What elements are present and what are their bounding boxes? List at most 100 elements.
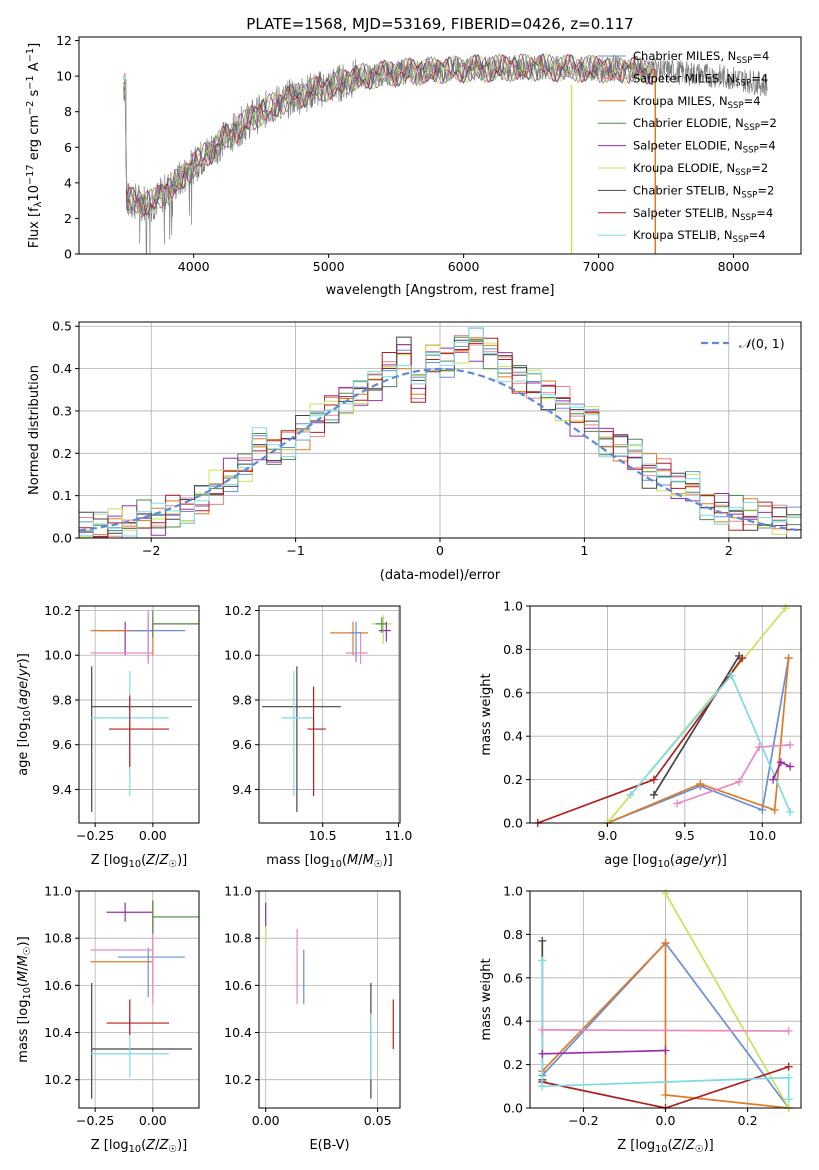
y-tick-label: 10.2 bbox=[224, 603, 252, 618]
errorbar-point-8 bbox=[152, 610, 199, 638]
legend-label-5: Kroupa ELODIE, NSSP=2 bbox=[633, 161, 768, 178]
weight-marker bbox=[738, 654, 747, 663]
errorbar-point-1 bbox=[281, 670, 314, 797]
model-spectrum-7 bbox=[123, 53, 657, 216]
y-tick-label: 0.0 bbox=[52, 531, 72, 546]
model-spectrum-5 bbox=[123, 52, 657, 213]
histogram-x-label: (data-model)/error bbox=[380, 568, 501, 583]
x-tick-label: 8000 bbox=[718, 259, 750, 274]
errorbar-point-2 bbox=[307, 686, 326, 797]
errorbar-point-0 bbox=[91, 982, 193, 1099]
axes-frame bbox=[258, 605, 401, 824]
weight-y-label-2: mass weight bbox=[479, 958, 494, 1040]
y-tick-label: 9.4 bbox=[232, 782, 252, 797]
weight-marker bbox=[770, 805, 779, 814]
histogram-6 bbox=[79, 336, 801, 534]
y-tick-label: 0.3 bbox=[52, 403, 72, 418]
z-axis-label: Z [log10(Z/Z☉)] bbox=[91, 853, 188, 870]
weight-marker bbox=[626, 790, 635, 799]
x-tick-label: 10.5 bbox=[309, 828, 337, 843]
y-tick-label: 10.8 bbox=[224, 931, 252, 946]
axes-frame bbox=[78, 890, 200, 1109]
x-tick-label: 4000 bbox=[178, 259, 210, 274]
x-tick-label: −1 bbox=[286, 543, 304, 558]
weight-marker bbox=[661, 1046, 670, 1055]
errorbar-point-3 bbox=[99, 621, 153, 656]
weight-marker bbox=[538, 1082, 547, 1091]
weight-marker bbox=[538, 956, 547, 965]
y-tick-label: 0.2 bbox=[52, 446, 72, 461]
weight-marker bbox=[661, 889, 670, 898]
panel-6-axes bbox=[75, 890, 200, 1112]
weight-marker bbox=[673, 799, 682, 808]
y-tick-label: 9.8 bbox=[52, 692, 72, 707]
x-tick-label: −0.2 bbox=[568, 1113, 598, 1128]
y-tick-label: 0.1 bbox=[52, 488, 72, 503]
y-tick-label: 0.6 bbox=[503, 970, 523, 985]
weight-marker bbox=[538, 1025, 547, 1034]
weight-line-2 bbox=[664, 892, 790, 1109]
z-axis-label: Z [log10(Z/Z☉)] bbox=[91, 1138, 188, 1155]
errorbar-point-8 bbox=[152, 900, 199, 934]
y-tick-label: 10 bbox=[56, 69, 72, 84]
model-spectrum-6 bbox=[123, 52, 657, 215]
axes-frame bbox=[78, 605, 200, 824]
panel-5-axes bbox=[526, 605, 802, 827]
x-tick-label: 9.0 bbox=[597, 828, 617, 843]
y-tick-label: 10.2 bbox=[44, 603, 72, 618]
x-tick-label: 0.2 bbox=[738, 1113, 758, 1128]
y-tick-label: 9.6 bbox=[52, 737, 72, 752]
y-tick-label: 8 bbox=[64, 104, 72, 119]
y-tick-label: 10.2 bbox=[44, 1072, 72, 1087]
errorbar-point-5 bbox=[349, 621, 363, 662]
weight-marker bbox=[784, 654, 793, 663]
weight-y-label: mass weight bbox=[479, 673, 494, 755]
y-tick-label: 10.6 bbox=[44, 978, 72, 993]
y-tick-label: 10.0 bbox=[224, 648, 252, 663]
weight-marker bbox=[784, 1026, 793, 1035]
errorbar-point-0 bbox=[91, 666, 193, 812]
spectrum-x-label: wavelength [Angstrom, rest frame] bbox=[326, 283, 555, 298]
errorbar-point-4 bbox=[152, 900, 199, 925]
errorbar-point-0 bbox=[262, 666, 341, 812]
weight-line-3 bbox=[653, 655, 740, 796]
y-tick-label: 6 bbox=[64, 140, 72, 155]
x-tick-label: 0.00 bbox=[139, 828, 167, 843]
legend-label-3: Chabrier ELODIE, NSSP=2 bbox=[633, 116, 777, 133]
weight-marker bbox=[786, 740, 795, 749]
histogram-y-label: Normed distribution bbox=[27, 365, 42, 495]
errorbar-point-7 bbox=[378, 621, 391, 642]
legend-label-6: Chabrier STELIB, NSSP=2 bbox=[633, 183, 774, 200]
histogram-8 bbox=[79, 327, 801, 537]
y-tick-label: 0.5 bbox=[52, 319, 72, 334]
legend-label-1: Salpeter MILES, NSSP=4 bbox=[633, 71, 768, 88]
y-tick-label: 10.4 bbox=[224, 1025, 252, 1040]
legend-label-0: Chabrier MILES, NSSP=4 bbox=[633, 49, 769, 66]
y-tick-label: 0.2 bbox=[503, 772, 523, 787]
weight-marker bbox=[786, 762, 795, 771]
errorbar-point-2 bbox=[109, 695, 169, 768]
ebv-x-label: E(B-V) bbox=[309, 1138, 349, 1153]
y-tick-label: 11.0 bbox=[44, 884, 72, 899]
weight-marker bbox=[784, 1095, 793, 1104]
weight-line-7 bbox=[542, 1049, 666, 1055]
weight-marker bbox=[755, 743, 764, 752]
x-tick-label: 10.0 bbox=[748, 828, 776, 843]
y-tick-label: 10.0 bbox=[44, 648, 72, 663]
y-tick-label: 10.4 bbox=[44, 1025, 72, 1040]
errorbar-point-6 bbox=[118, 947, 186, 998]
x-tick-label: −0.25 bbox=[76, 828, 114, 843]
y-tick-label: 0.0 bbox=[503, 1101, 523, 1116]
weight-line-5 bbox=[541, 960, 790, 1100]
x-tick-label: −0.25 bbox=[76, 1113, 114, 1128]
spectrum-group bbox=[123, 52, 768, 254]
errorbar-point-7 bbox=[90, 610, 153, 665]
panel-4-axes bbox=[255, 605, 401, 827]
legend-label-2: Kroupa MILES, NSSP=4 bbox=[633, 94, 761, 111]
weight-line-0 bbox=[607, 657, 790, 824]
x-tick-label: 0 bbox=[436, 543, 444, 558]
x-tick-label: 0.00 bbox=[252, 1113, 280, 1128]
errorbar-point-3 bbox=[106, 902, 153, 922]
y-tick-label: 0.4 bbox=[52, 361, 72, 376]
